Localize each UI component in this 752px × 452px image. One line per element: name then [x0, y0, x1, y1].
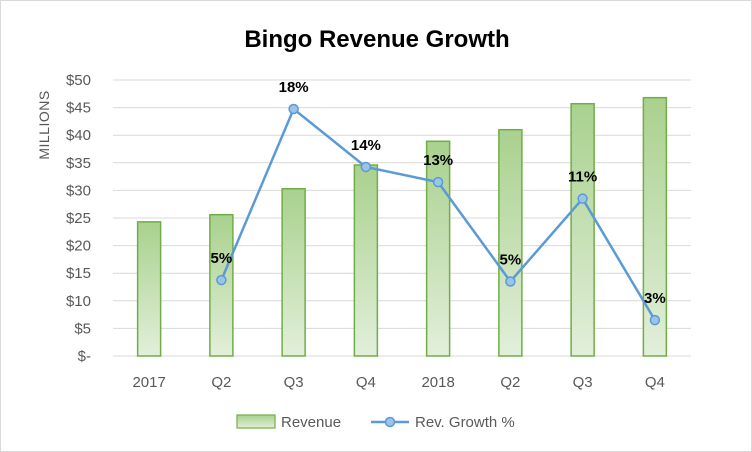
x-axis-ticks: 2017 Q2 Q3 Q4 2018 Q2 Q3 Q4 [132, 374, 664, 391]
x-tick-label: Q2 [211, 374, 231, 391]
growth-marker [360, 161, 372, 173]
growth-data-label: 11% [568, 169, 597, 186]
y-tick-label: $10 [66, 293, 91, 310]
chart-title: Bingo Revenue Growth [244, 26, 509, 53]
revenue-bar [498, 128, 523, 357]
growth-data-label: 5% [211, 250, 233, 267]
growth-marker [432, 176, 444, 188]
y-tick-label: $5 [74, 320, 91, 337]
y-axis-ticks: $- $5 $10 $15 $20 $25 $30 $35 $40 $45 $50 [66, 72, 91, 365]
legend-swatch-revenue [236, 414, 276, 429]
y-tick-label: $45 [66, 100, 91, 117]
growth-marker [505, 276, 516, 287]
x-tick-label: Q2 [500, 374, 520, 391]
y-axis-label: MILLIONS [36, 90, 52, 159]
revenue-bars [136, 96, 668, 357]
legend-label-growth: Rev. Growth % [415, 414, 515, 431]
x-tick-label: Q4 [645, 374, 665, 391]
growth-data-label: 13% [423, 152, 453, 169]
y-tick-label: $15 [66, 265, 91, 282]
x-tick-label: Q3 [573, 374, 593, 391]
growth-marker [288, 103, 299, 115]
y-tick-label: $40 [66, 127, 91, 144]
x-tick-label: 2017 [132, 374, 165, 391]
y-tick-label: $30 [66, 182, 91, 199]
x-tick-label: 2018 [421, 374, 454, 391]
growth-line: 5% 18% 14% 13% 5% 11% 3% [211, 79, 666, 326]
growth-data-label: 18% [279, 79, 309, 96]
growth-data-label: 3% [644, 290, 666, 307]
growth-data-label: 5% [500, 251, 522, 268]
legend-swatch-growth-marker [384, 416, 396, 428]
legend-label-revenue: Revenue [281, 414, 341, 431]
growth-marker [577, 193, 588, 204]
y-tick-label: $50 [66, 72, 91, 89]
x-tick-label: Q3 [284, 374, 304, 391]
revenue-bar [425, 140, 451, 357]
y-tick-label: $- [78, 348, 91, 365]
legend: Revenue Rev. Growth % [236, 414, 515, 431]
gridlines [113, 79, 691, 357]
revenue-bar [281, 187, 306, 357]
y-tick-label: $20 [66, 238, 91, 255]
revenue-bar [642, 96, 668, 357]
y-tick-label: $25 [66, 210, 91, 227]
y-tick-label: $35 [66, 155, 91, 172]
growth-marker [649, 314, 661, 326]
revenue-bar [570, 102, 595, 357]
revenue-bar [353, 164, 379, 357]
growth-marker [216, 274, 227, 286]
revenue-bar [136, 221, 162, 357]
growth-data-label: 14% [351, 137, 381, 154]
x-tick-label: Q4 [356, 374, 376, 391]
